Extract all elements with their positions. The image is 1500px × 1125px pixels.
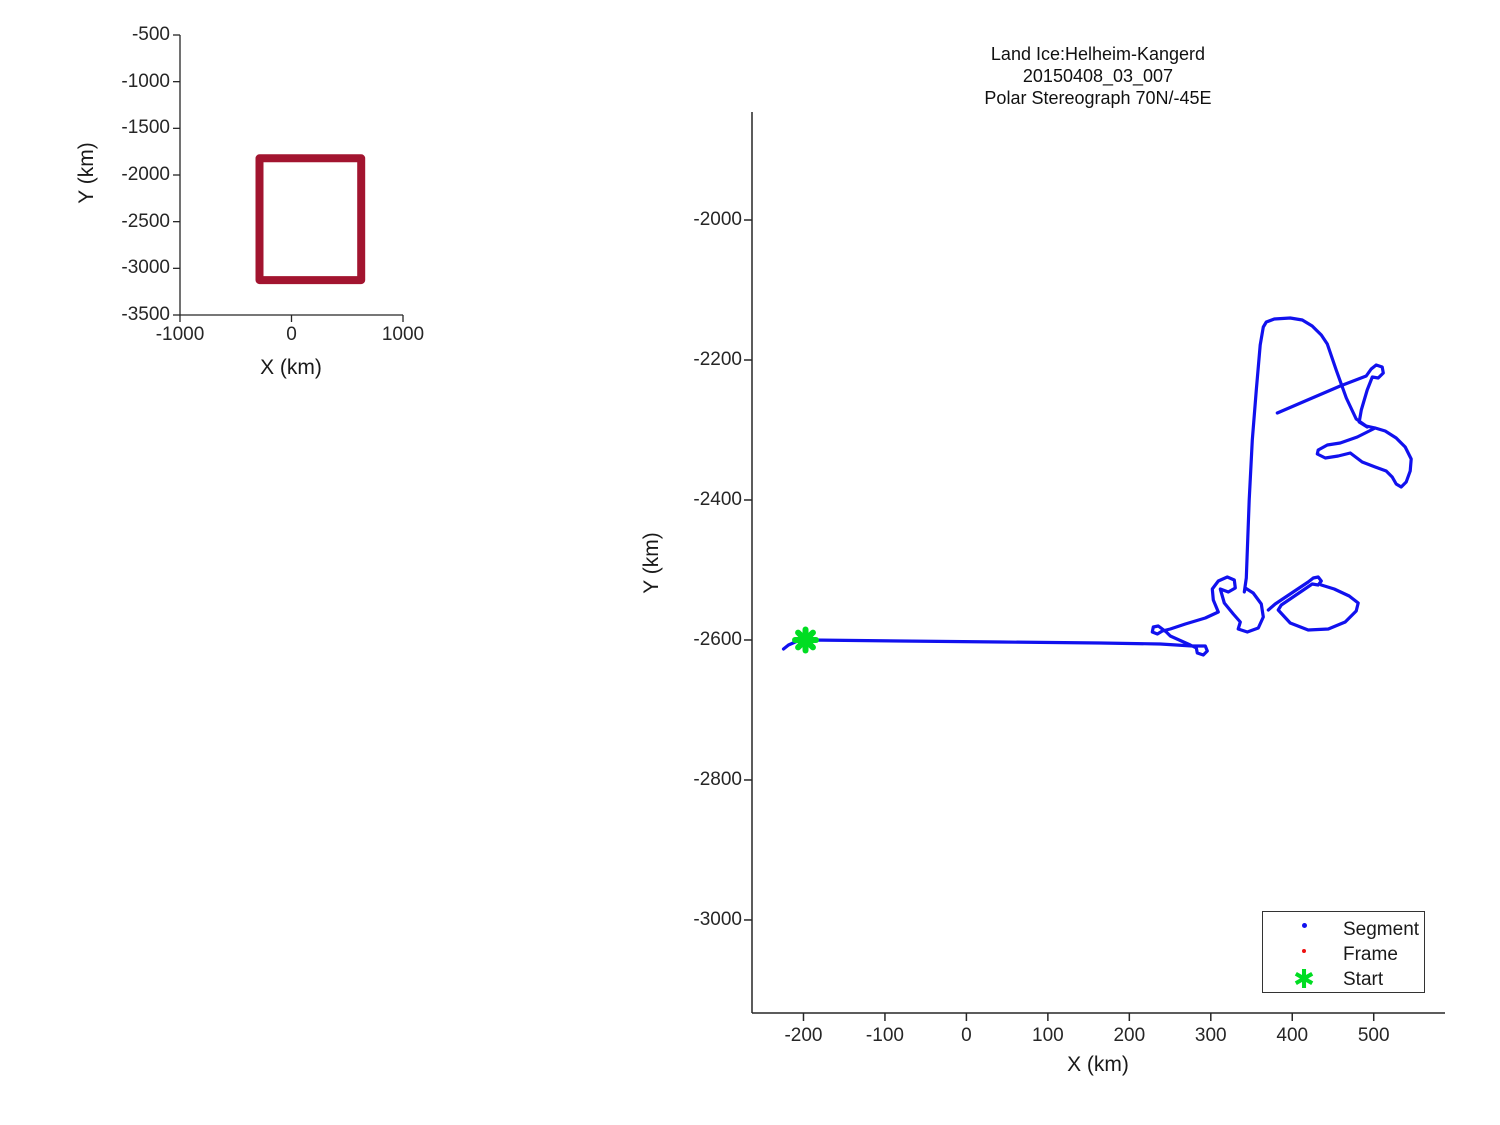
y-tick-label: -1500	[121, 117, 170, 139]
y-tick-label: -2400	[693, 488, 742, 510]
x-tick-label: 100	[1032, 1025, 1064, 1046]
inset-x-axis-label: X (km)	[260, 356, 322, 379]
legend-entry-start: ✱ Start	[1263, 964, 1424, 994]
x-tick-label: 1000	[381, 324, 425, 345]
title-line-1: Land Ice:Helheim-Kangerd	[990, 44, 1206, 64]
y-tick-label: -2200	[693, 348, 742, 370]
main-y-axis-label: Y (km)	[640, 532, 663, 594]
y-tick-label: -2000	[121, 164, 170, 185]
title-line-2: 20150408_03_007	[1022, 66, 1174, 86]
x-tick-label: 500	[1357, 1025, 1390, 1046]
legend-label: Frame	[1343, 944, 1398, 965]
x-tick-label: 0	[961, 1025, 972, 1046]
inset-axes	[173, 34, 404, 322]
x-tick-label: 400	[1276, 1025, 1309, 1046]
frame-dot-icon	[1291, 942, 1317, 967]
y-tick-label: -2500	[121, 210, 170, 232]
y-tick-label: -2000	[693, 209, 742, 230]
legend-entry-frame: Frame	[1263, 942, 1424, 967]
legend-label: Segment	[1343, 919, 1420, 940]
series-segment	[1275, 363, 1385, 429]
x-tick-label: -1000	[155, 324, 205, 345]
x-tick-label: 0	[286, 324, 297, 345]
x-tick-label: -200	[784, 1025, 823, 1046]
y-tick-label: -3500	[121, 304, 170, 325]
title-line-3: Polar Stereograph 70N/-45E	[984, 88, 1212, 108]
y-tick-label: -3000	[121, 257, 170, 279]
y-tick-label: -2600	[693, 628, 742, 650]
main-axes	[744, 112, 1445, 1021]
series-segment	[781, 316, 1413, 657]
series-footprint	[255, 154, 366, 285]
legend-box: Segment Frame ✱ Start	[1262, 911, 1425, 993]
y-tick-label: -1000	[121, 70, 170, 92]
x-tick-label: 200	[1113, 1025, 1146, 1046]
x-tick-label: -100	[865, 1025, 904, 1046]
main-x-axis-label: X (km)	[1067, 1053, 1129, 1076]
series-segment	[1266, 575, 1360, 632]
y-tick-label: -500	[131, 24, 170, 45]
legend-label: Start	[1343, 969, 1384, 990]
start-marker	[792, 626, 820, 654]
plot-title: Land Ice:Helheim-Kangerd 20150408_03_007…	[750, 43, 1446, 109]
legend-entry-segment: Segment	[1263, 917, 1424, 942]
y-tick-label: -2800	[693, 768, 742, 790]
flight-track	[781, 316, 1413, 657]
footprint-rectangle	[255, 154, 366, 285]
start-asterisk-icon: ✱	[1293, 964, 1315, 994]
segment-dot-icon	[1291, 917, 1317, 942]
y-tick-label: -3000	[693, 908, 742, 930]
x-tick-label: 300	[1194, 1025, 1227, 1046]
